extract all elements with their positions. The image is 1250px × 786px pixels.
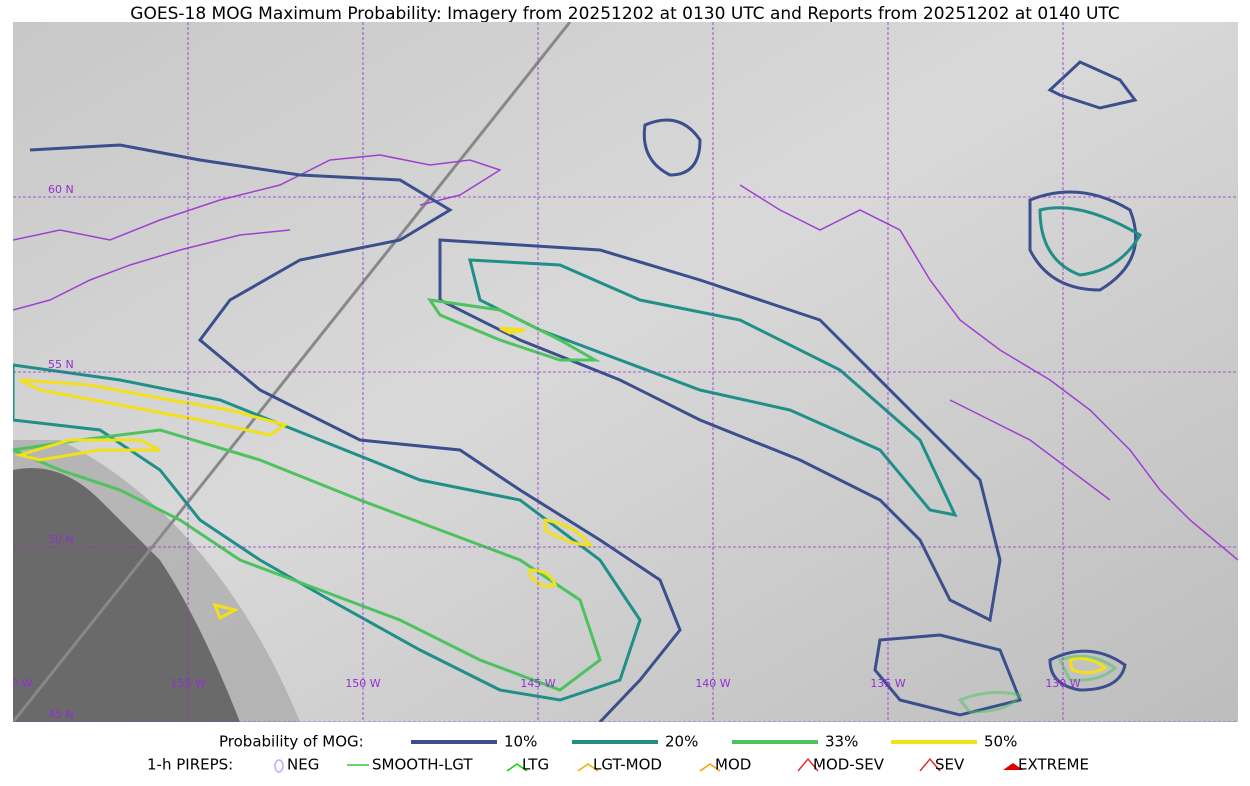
legend-icon [506,763,528,772]
legend-icon [1003,763,1023,770]
legend-entry: 50% [984,733,1017,751]
lon-label: 160 W [0,677,33,690]
lat-label: 60 N [48,183,74,196]
grid-lines [13,22,1238,722]
legend-label: Probability of MOG: [219,733,364,751]
lat-label: 55 N [48,358,74,371]
title: GOES-18 MOG Maximum Probability: Imagery… [130,4,1119,24]
map: 60 N 55 N 50 N 45 N 160 W 155 W 150 W 145 W 140 … [0,22,1238,722]
legend-icon [919,757,941,772]
lon-label: 130 W [1045,677,1080,690]
lon-label: 155 W [170,677,205,690]
legend-entry: SMOOTH-LGT [372,756,473,774]
legend-entry: LGT-MOD [593,756,662,774]
legend-entry: 33% [825,733,858,751]
legend-entry: 10% [504,733,537,751]
legend-icon [797,757,819,772]
lon-label: 140 W [695,677,730,690]
lat-label: 45 N [48,708,74,721]
legend-entry: MOD [715,756,751,774]
lon-label: 150 W [345,677,380,690]
legend-entry: 20% [665,733,698,751]
lat-label: 50 N [48,533,74,546]
legend-entry: EXTREME [1018,756,1089,774]
legend-icon [274,759,284,773]
lon-label: 135 W [870,677,905,690]
legend-label: 1-h PIREPS: [147,756,233,774]
lon-label: 145 W [520,677,555,690]
legend-icon [699,763,721,772]
legend-entry: MOD-SEV [813,756,885,774]
legend-entry: NEG [287,756,319,774]
legend-entry: SEV [935,756,965,774]
legend-entry: LTG [522,756,549,774]
legend-icon [577,763,599,772]
